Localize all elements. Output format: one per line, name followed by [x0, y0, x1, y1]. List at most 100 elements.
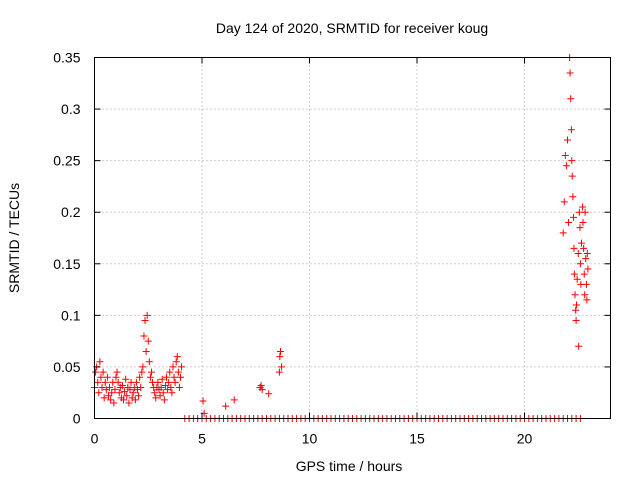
data-point	[136, 373, 144, 381]
data-point	[568, 157, 576, 165]
data-point	[165, 378, 173, 386]
data-point	[572, 306, 580, 314]
data-point	[561, 151, 569, 159]
data-point	[96, 358, 104, 366]
data-point	[159, 389, 167, 397]
y-tick-label: 0.05	[53, 359, 80, 375]
data-point	[98, 384, 106, 392]
data-point	[163, 373, 171, 381]
plot-frame	[94, 57, 611, 419]
data-point	[92, 368, 100, 376]
y-tick-label: 0.1	[61, 307, 81, 323]
data-point	[101, 378, 109, 386]
data-point	[230, 396, 238, 404]
y-tick-label: 0.3	[61, 101, 81, 117]
y-tick-label: 0.15	[53, 256, 80, 272]
chart-title: Day 124 of 2020, SRMTID for receiver kou…	[216, 20, 488, 36]
data-point	[170, 373, 178, 381]
data-point	[565, 219, 573, 227]
data-point	[572, 317, 580, 325]
data-point	[160, 396, 168, 404]
data-point	[573, 301, 581, 309]
data-point	[113, 368, 121, 376]
data-point	[106, 384, 114, 392]
data-point	[123, 392, 131, 400]
data-point	[145, 358, 153, 366]
data-point	[574, 249, 582, 257]
data-point	[562, 162, 570, 170]
y-tick-label: 0.25	[53, 153, 80, 169]
data-point	[570, 213, 578, 221]
data-point	[582, 280, 590, 288]
data-point	[138, 368, 146, 376]
data-point	[172, 358, 180, 366]
data-point	[143, 311, 151, 319]
data-point	[171, 378, 179, 386]
data-point	[174, 368, 182, 376]
data-point	[583, 249, 591, 257]
data-point	[111, 386, 119, 394]
data-point	[147, 368, 155, 376]
data-point	[100, 394, 108, 402]
data-point	[584, 265, 592, 273]
data-point	[141, 317, 149, 325]
data-point	[173, 353, 181, 361]
data-point	[566, 69, 574, 77]
data-point	[125, 399, 133, 407]
data-point	[178, 363, 186, 371]
data-point	[97, 373, 105, 381]
data-point	[114, 378, 122, 386]
x-tick-label: 15	[409, 431, 425, 447]
data-point	[177, 373, 184, 381]
data-point	[146, 373, 154, 381]
data-point	[157, 384, 165, 392]
x-axis-label: GPS time / hours	[296, 458, 403, 474]
data-point	[137, 384, 145, 392]
data-point	[581, 291, 589, 299]
data-point	[573, 275, 581, 283]
data-point	[583, 296, 591, 304]
data-point	[107, 396, 115, 404]
data-point	[571, 291, 579, 299]
data-point	[144, 337, 152, 345]
data-point	[166, 368, 174, 376]
data-point	[118, 381, 126, 389]
data-point	[94, 378, 102, 386]
data-point	[575, 342, 583, 350]
data-point	[560, 198, 568, 206]
data-point	[152, 394, 160, 402]
data-point	[222, 402, 230, 410]
data-point	[564, 136, 571, 144]
data-point	[140, 332, 148, 340]
data-point	[122, 375, 130, 383]
x-tick-label: 10	[302, 431, 318, 447]
data-point	[103, 373, 111, 381]
data-point	[275, 368, 283, 376]
data-point	[257, 381, 265, 389]
data-point	[567, 126, 575, 134]
data-point	[169, 363, 177, 371]
data-point	[577, 239, 585, 247]
data-point	[576, 260, 584, 268]
data-point	[158, 375, 166, 383]
data-point	[570, 244, 578, 252]
data-point	[131, 396, 139, 404]
data-point	[567, 95, 575, 103]
data-point	[276, 353, 284, 361]
y-tick-label: 0.2	[61, 204, 81, 220]
data-point	[580, 270, 588, 278]
data-point	[265, 390, 273, 398]
data-point	[167, 384, 175, 392]
data-point	[581, 208, 589, 216]
data-point	[154, 378, 162, 386]
data-point	[95, 389, 103, 397]
data-point	[570, 270, 578, 278]
data-point	[104, 392, 112, 400]
data-point	[108, 389, 116, 397]
data-point	[168, 389, 176, 397]
y-tick-label: 0	[73, 411, 81, 427]
data-point	[99, 368, 107, 376]
data-point	[580, 244, 588, 252]
data-point	[115, 389, 123, 397]
data-point	[161, 381, 169, 389]
